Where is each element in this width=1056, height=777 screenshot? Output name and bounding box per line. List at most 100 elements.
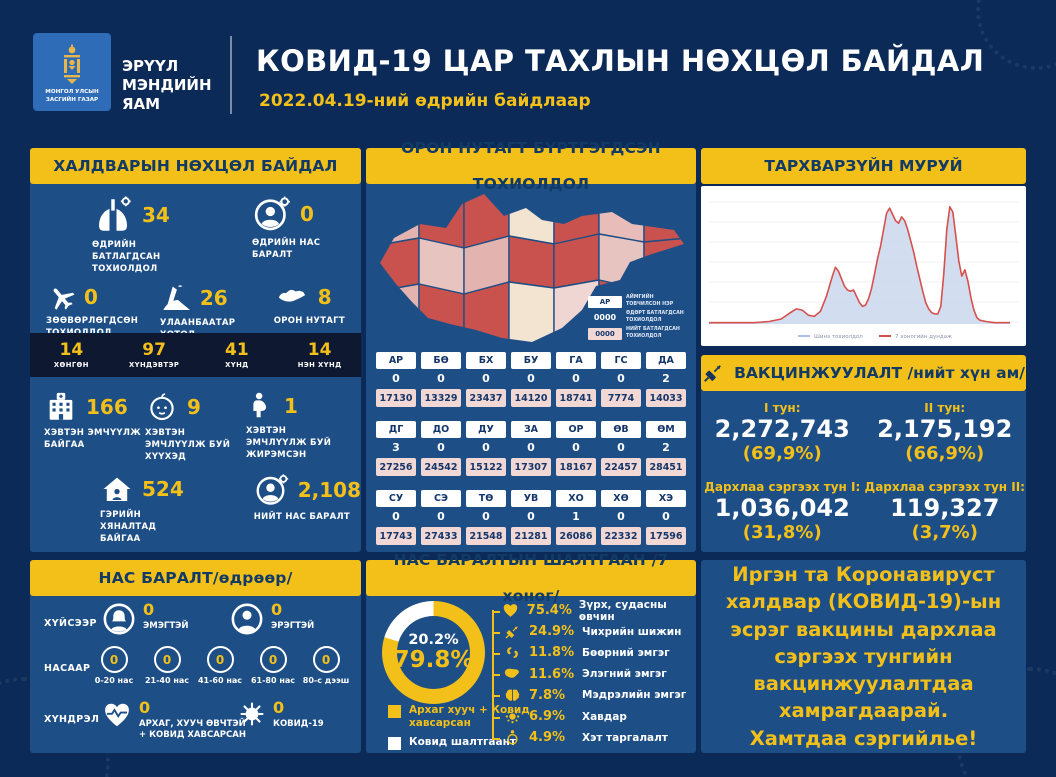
heart-pulse-icon xyxy=(102,700,132,730)
map-legend-code: АР АЙМГИЙН ТОВЧИЛСОН НЭР xyxy=(588,295,684,308)
age-value: 0 xyxy=(206,646,234,673)
aimag-total: 22457 xyxy=(601,458,641,476)
age-value: 0 xyxy=(259,646,287,673)
report-date: 2022.04.19-ний өдрийн байдлаар xyxy=(259,91,591,111)
liver-icon xyxy=(502,665,522,683)
aimag-code: БӨ xyxy=(421,352,461,369)
cause-pct: 6.9% xyxy=(529,709,566,725)
age-label: 0-20 нас xyxy=(94,676,134,685)
stat-total-deaths: 2,108 НИЙТ НАС БАРАЛТ xyxy=(254,472,361,546)
aimag-code: БУ xyxy=(511,352,551,369)
aimag-daily: 0 xyxy=(437,510,445,523)
aimag-daily: 0 xyxy=(482,372,490,385)
soyombo-emblem-icon xyxy=(64,44,80,85)
aimag-daily: 0 xyxy=(392,510,400,523)
panel-death-causes-title: НАС БАРАЛТЫН ШАЛТГААН /7 хоног/ xyxy=(366,551,696,605)
donut-chronic-pct: 79.8% xyxy=(393,647,474,674)
aimag-daily: 0 xyxy=(662,510,670,523)
aimag-total: 14120 xyxy=(511,389,551,407)
cause-obesity: 4.9% Хэт таргалалт xyxy=(492,727,692,748)
aimag-total: 7774 xyxy=(601,389,641,407)
stat-hospitalized-children: 9 ХЭВТЭН ЭМЧЛҮҮЛЖ БУЙ ХҮҮХЭД xyxy=(145,390,246,464)
stat-provinces: 8 ОРОН НУТАГТ xyxy=(274,282,345,342)
gender-label: ЭМЭГТЭЙ xyxy=(143,621,189,631)
aimag-daily: 0 xyxy=(572,441,580,454)
stat-value: 166 xyxy=(86,395,128,419)
aimag-daily: 0 xyxy=(527,441,535,454)
stat-value: 0 xyxy=(84,285,98,309)
aimag-code: ДГ xyxy=(376,421,416,438)
age-label: 21-40 нас xyxy=(144,676,190,685)
stat-daily-deaths: 0 ӨДРИЙН НАС БАРАЛТ xyxy=(252,194,356,276)
aimag-total: 15122 xyxy=(466,458,506,476)
row-label-complication: ХҮНДРЭЛ xyxy=(44,714,100,725)
cause-label: Мэдрэлийн эмгэг xyxy=(582,689,687,702)
cause-heart-disease: 75.4% Зүрх, судасны өвчин xyxy=(492,599,692,623)
aimag-code: ОР xyxy=(556,421,596,438)
aimag-daily: 0 xyxy=(572,372,580,385)
cause-label: Хэт таргалалт xyxy=(582,731,668,744)
age-value: 0 xyxy=(153,646,181,673)
deaths-age-80plus: 0 80-с дээш xyxy=(302,646,350,686)
dose-label: II тун: xyxy=(924,401,966,415)
stat-hospitalized: 166 ХЭВТЭН ЭМЧҮҮЛЖ БАЙГАА xyxy=(44,390,145,464)
aimag-table-group-1: АР БӨ БХ БУ ГА ГС ДА 0 0 0 0 0 0 2 17130… xyxy=(376,352,686,407)
legend-label: НИЙТ БАТЛАГДСАН ТОХИОЛДОЛ xyxy=(626,327,680,339)
aimag-daily: 0 xyxy=(482,441,490,454)
severity-value: 14 xyxy=(59,339,84,360)
stat-label: ХЭВТЭН ЭМЧЛҮҮЛЖ БУЙ ХҮҮХЭД xyxy=(145,428,231,462)
aimag-total: 23437 xyxy=(466,389,506,407)
cause-liver: 11.6% Элэгний эмгэг xyxy=(492,664,692,685)
kidneys-icon xyxy=(502,644,522,661)
aimag-table-group-2: ДГ ДО ДУ ЗА ОР ӨВ ӨМ 3 0 0 0 0 0 2 27256… xyxy=(376,421,686,476)
dose-pct: (3,7%) xyxy=(911,522,978,544)
ulaanbaatar-monument-icon xyxy=(160,282,192,314)
aimag-total: 18741 xyxy=(556,389,596,407)
gender-value: 0 xyxy=(271,600,283,619)
deaths-age-0-20: 0 0-20 нас xyxy=(90,646,138,686)
severity-critical: 14 НЭН ХҮНД xyxy=(278,333,361,377)
deaths-chronic-covid: 0 АРХАГ, ХУУЧ ӨВЧТЭЙ + КОВИД ХАВСАРСАН xyxy=(102,700,249,742)
severity-label: ХӨНГӨН xyxy=(53,361,89,370)
aimag-code: ӨМ xyxy=(646,421,686,438)
panel-infection-title: ХАЛДВАРЫН НӨХЦӨЛ БАЙДАЛ xyxy=(30,148,361,184)
aimag-daily: 0 xyxy=(527,372,535,385)
mongolia-map-icon xyxy=(274,282,310,312)
aimag-daily: 0 xyxy=(482,510,490,523)
person-virus-icon xyxy=(254,472,290,508)
panel-vaccination: I тун: 2,272,743 (69,9%) II тун: 2,175,1… xyxy=(701,391,1026,552)
legend-label: АЙМГИЙН ТОВЧИЛСОН НЭР xyxy=(626,295,674,307)
mongolia-choropleth-map: АР АЙМГИЙН ТОВЧИЛСОН НЭР 0000 ӨДӨРТ БАТЛ… xyxy=(374,188,688,346)
hospital-icon xyxy=(44,390,78,424)
severity-label: НЭН ХҮНД xyxy=(297,361,342,370)
aimag-total: 21281 xyxy=(511,527,551,545)
aimag-total: 24542 xyxy=(421,458,461,476)
dose-value: 119,327 xyxy=(890,494,1000,523)
stat-value: 1 xyxy=(284,394,298,418)
epi-area-series xyxy=(709,206,1010,324)
complication-label: КОВИД-19 xyxy=(273,719,324,729)
cause-pct: 4.9% xyxy=(529,730,566,746)
aimag-total: 22332 xyxy=(601,527,641,545)
panel-regional-cases: ОРОН НУТАГТ БҮРТГЭГДСЭН ТОХИОЛДОЛ xyxy=(366,139,696,552)
aimag-total: 26086 xyxy=(556,527,596,545)
legend-label: Архаг хууч + Ковид хавсарсан xyxy=(409,704,530,730)
dose-pct: (69,9%) xyxy=(742,442,822,464)
aimag-daily: 0 xyxy=(617,441,625,454)
syringe-icon xyxy=(702,362,724,384)
legend-average-label: 7 хоногийн дундаж xyxy=(895,333,952,340)
page-title: КОВИД-19 ЦАР ТАХЛЫН НӨХЦӨЛ БАЙДАЛ xyxy=(256,44,985,78)
virus-icon xyxy=(238,700,266,728)
age-value: 0 xyxy=(100,646,128,673)
panel-vaccination-header: ВАКЦИНЖУУЛАЛТ /нийт хүн ам/ xyxy=(701,355,1026,391)
dose-value: 2,175,192 xyxy=(877,415,1013,443)
legend-label: ӨДӨРТ БАТЛАГДСАН ТОХИОЛДОЛ xyxy=(626,311,684,323)
severity-label: ХҮНДЭВТЭР xyxy=(128,361,180,370)
cause-label: Элэгний эмгэг xyxy=(582,668,667,681)
aimag-code: СУ xyxy=(376,490,416,507)
epi-curve-chart: Шинэ тохиолдол 7 хоногийн дундаж xyxy=(701,186,1026,346)
aimag-code: ДУ xyxy=(466,421,506,438)
stat-label: ГЭРИЙН ХЯНАЛТАД БАЙГАА xyxy=(100,510,157,544)
legend-cases-label: Шинэ тохиолдол xyxy=(814,334,863,340)
